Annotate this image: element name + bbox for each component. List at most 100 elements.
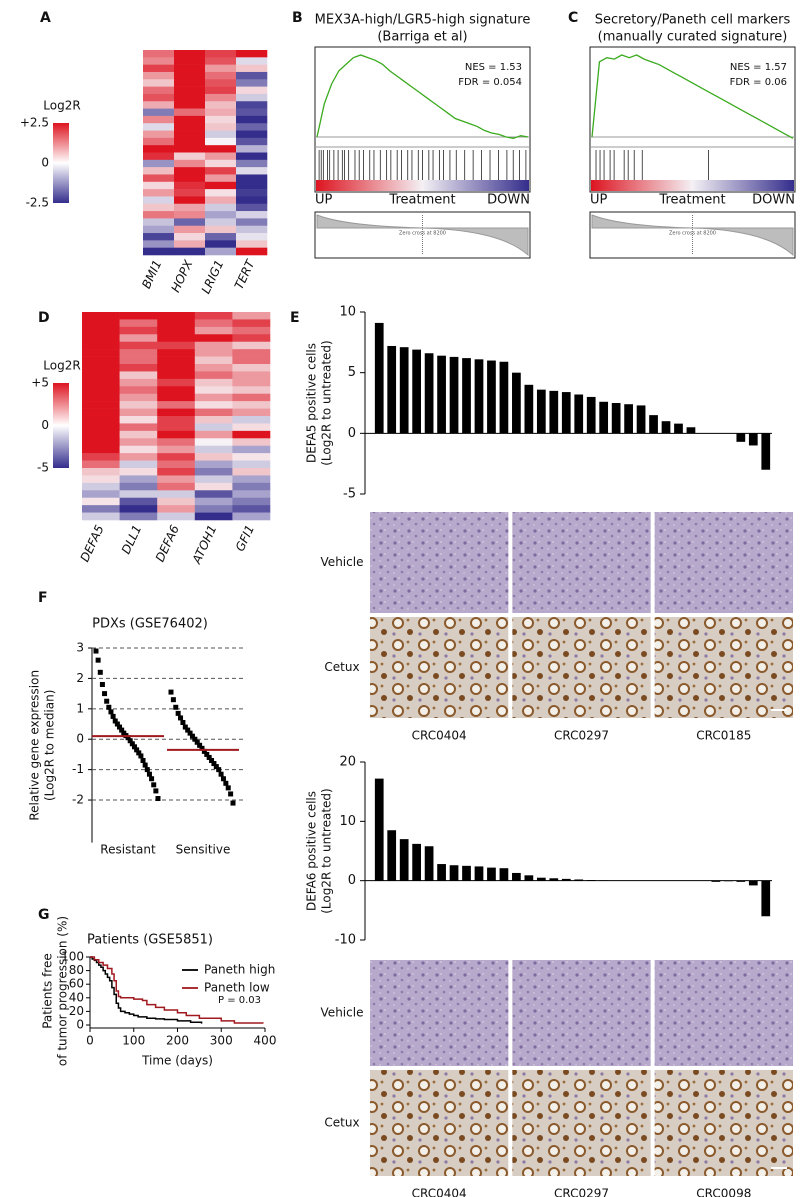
bar [586,880,596,881]
heatmap-cell [82,430,120,439]
heatmap-cell [194,416,233,424]
heatmap-cell [82,408,120,417]
p-value: P = 0.03 [218,995,261,1006]
survival-curve [90,956,203,1024]
bar [412,349,422,434]
heatmap-cell [157,319,196,328]
heatmap-cell [157,490,196,499]
point [170,697,176,703]
heatmap-cell [174,233,206,241]
heatmap-cell [205,108,237,117]
point [104,698,110,704]
heatmap-cell [194,401,233,409]
heatmap-cell [119,364,158,372]
heatmap-cell [174,79,206,87]
heatmap-cell [194,408,233,417]
heatmap-cell [232,356,271,365]
heatmap-cell [119,438,158,447]
bar [424,353,434,434]
heatmap-cell [205,159,237,168]
y-tick-label: 0 [76,732,84,746]
heatmap-cell [143,79,175,87]
heatmap-cell [157,453,196,461]
heatmap-cell [143,247,175,256]
heatmap-cell [205,79,237,87]
gsea-frame [589,46,796,193]
heatmap-cell [143,167,175,175]
heatmap-cell [194,393,233,402]
heatmap-cell [174,137,206,146]
heatmap-cell [143,57,175,65]
point [175,710,181,716]
y-axis-label: DEFA5 positive cells [305,343,319,463]
heatmap-cell [119,371,158,380]
heatmap-cell [236,57,268,65]
micrograph [370,512,509,613]
ranking-label: UP [590,193,608,208]
heatmap-cell [119,460,158,469]
heatmap-cell [82,505,120,513]
heatmap-cell [174,218,206,227]
bar [399,347,409,434]
heatmap-cell [194,490,233,499]
bar [574,394,584,434]
bar [437,355,446,434]
heatmap-cell [82,416,120,424]
y-tick-label: 0 [348,873,356,888]
heatmap-cell [236,130,268,139]
point [211,761,217,767]
heatmap-cell [143,203,175,212]
y-axis-label: of tumor progression (%) [56,916,70,1066]
heatmap-cell [82,475,120,484]
panel-label: C [568,10,578,26]
point [131,744,137,750]
heatmap-cell [232,312,271,320]
row-label: Vehicle [321,1006,364,1020]
point [230,800,236,806]
heatmap-cell [232,430,271,439]
heatmap-cell [119,341,158,350]
micrograph [512,512,651,613]
heatmap-cell [119,349,158,357]
gsea-title: Secretory/Paneth cell markers [595,13,791,28]
heatmap-cell [157,378,196,387]
legend-title: Log2R [43,99,80,113]
point [99,681,105,687]
heatmap-cell [205,130,237,139]
heatmap-cell [194,512,233,521]
heatmap-cell [119,326,158,335]
survival-curve [90,956,264,1024]
bar [549,390,559,434]
heatmap-cell [82,393,120,402]
x-tick-label: 200 [166,1034,189,1048]
y-tick-label: 0 [348,426,356,441]
point [201,748,207,754]
heatmap-cell [174,145,206,153]
x-axis-label: Time (days) [141,1054,213,1068]
heatmap-cell [232,416,271,424]
bar [636,405,646,434]
zero-cross-label: Zero cross at 8200 [399,231,446,237]
heatmap-cell [119,356,158,365]
heatmap-cell [157,341,196,350]
heatmap-cell [236,145,268,153]
heatmap-cell [194,378,233,387]
micrograph [512,617,651,718]
heatmap-cell [157,334,196,343]
point [146,771,152,777]
point [192,736,198,742]
y-axis-label: Relative gene expression [28,670,42,821]
heatmap-cell [119,512,158,521]
heatmap-cell [232,349,271,357]
heatmap-cell [232,326,271,335]
heatmap-cell [205,203,237,212]
heatmap-cell [236,64,268,73]
bar [487,867,496,881]
gsea-subtitle: (Barriga et al) [377,30,467,45]
heatmap-cell [119,408,158,417]
row-label: Vehicle [321,555,364,569]
rank-ramp [316,180,529,191]
bar [649,415,658,434]
heatmap-cell [232,490,271,499]
